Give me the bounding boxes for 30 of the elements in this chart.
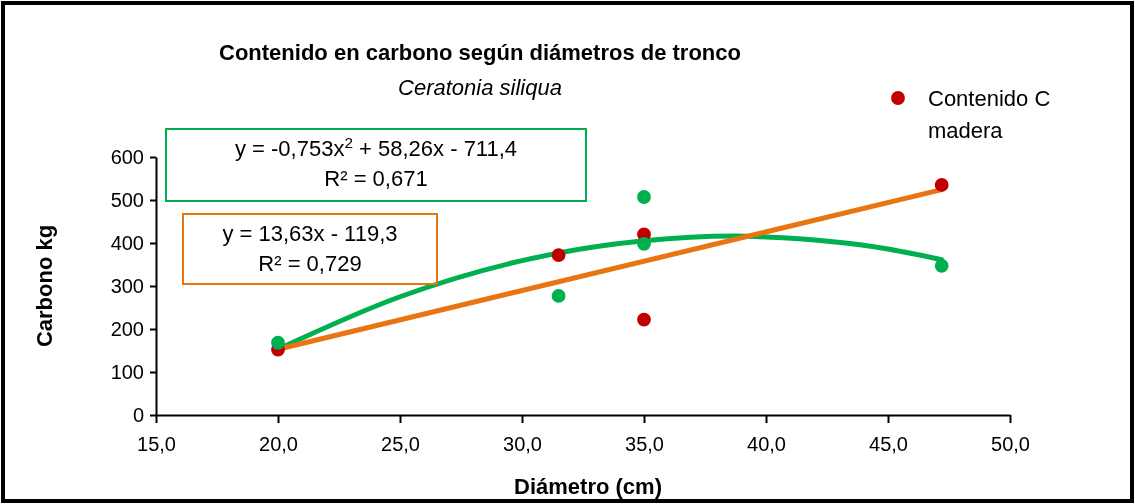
x-tick-label: 50,0 <box>991 433 1030 456</box>
y-tick-label: 0 <box>132 403 144 426</box>
annotation: y = -0,753x$^{2}$ + 58,26x - 711,4 R² = 0,671 <box>234 133 518 191</box>
x-tick-label: 45,0 <box>869 433 908 456</box>
chart-subtitle: Ceratonia siliqua <box>398 75 562 100</box>
point <box>934 178 949 192</box>
x-tick-label: 35,0 <box>625 433 664 456</box>
y-tick-label: 200 <box>110 317 144 340</box>
x-tick-label: 40,0 <box>747 433 786 456</box>
point <box>637 236 651 251</box>
y-tick-label: 300 <box>110 274 144 297</box>
point <box>637 312 651 327</box>
point <box>551 248 566 262</box>
x-axis-title: Diámetro (cm) <box>514 474 662 499</box>
y-tick-label: 600 <box>110 145 144 168</box>
x-tick-label: 30,0 <box>503 433 542 456</box>
point <box>934 258 949 273</box>
annotation: y = 13,63x - 119,3 R² = 0,729 <box>222 221 398 276</box>
x-tick-label: 20,0 <box>259 433 298 456</box>
y-tick-label: 400 <box>110 231 144 254</box>
point <box>271 335 285 350</box>
y-tick-label: 500 <box>110 188 144 211</box>
x-tick-label: 25,0 <box>381 433 420 456</box>
y-axis-title: Carbono kg <box>32 224 57 348</box>
point <box>551 288 566 303</box>
y-tick-label: 100 <box>110 360 144 383</box>
legend-label: Contenido C madera <box>928 86 1051 143</box>
x-tick-label: 15,0 <box>137 433 176 456</box>
point <box>637 190 651 204</box>
chart-title: Contenido en carbono según diámetros de tronco <box>219 40 741 65</box>
